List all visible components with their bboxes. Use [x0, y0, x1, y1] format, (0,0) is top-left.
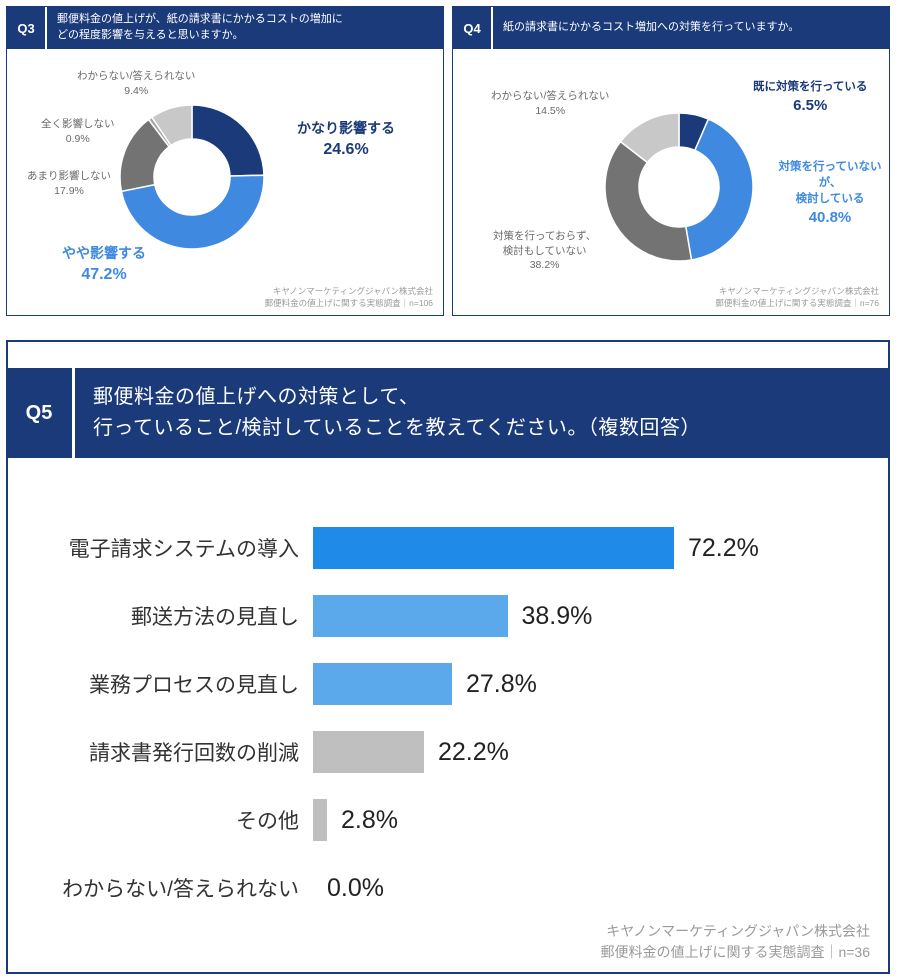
q4-title: 紙の請求書にかかるコスト増加への対策を行っていますか。: [493, 7, 889, 49]
bar-row: 業務プロセスの見直し 27.8%: [8, 650, 848, 718]
bar-percent: 27.8%: [466, 670, 537, 699]
q5-footer-line1: キヤノンマーケティングジャパン株式会社: [606, 923, 870, 939]
bar-label: 郵送方法の見直し: [8, 601, 313, 631]
bar-label: その他: [8, 805, 313, 835]
bar-track: 0.0%: [313, 867, 848, 909]
segment-label: わからない/答えられない14.5%: [491, 89, 609, 118]
bar-row: 請求書発行回数の削減 22.2%: [8, 718, 848, 786]
q3-footer-line2: 郵便料金の値上げに関する実態調査｜n=106: [265, 298, 433, 308]
panel-q5: Q5 郵便料金の値上げへの対策として、行っていること/検討していることを教えてく…: [6, 340, 890, 974]
segment-label: 対策を行っておらず、検討もしていない38.2%: [493, 229, 596, 273]
segment-label: かなり影響する24.6%: [297, 119, 395, 161]
segment-label: 全く影響しない0.9%: [41, 117, 115, 146]
bar-percent: 2.8%: [341, 806, 398, 835]
bar-row: 電子請求システムの導入 72.2%: [8, 514, 848, 582]
bar-track: 38.9%: [313, 595, 848, 637]
bar-label: わからない/答えられない: [8, 873, 313, 903]
q5-footer-line2: 郵便料金の値上げに関する実態調査｜n=36: [600, 944, 870, 960]
q5-bars: 電子請求システムの導入 72.2% 郵送方法の見直し 38.9% 業務プロセスの見直し 2…: [8, 514, 888, 922]
bar-track: 72.2%: [313, 527, 848, 569]
q3-number: Q3: [7, 7, 45, 49]
bar-percent: 22.2%: [438, 738, 509, 767]
q4-number: Q4: [453, 7, 491, 49]
bar-row: その他 2.8%: [8, 786, 848, 854]
segment-label: 対策を行っていないが、検討している40.8%: [771, 159, 889, 228]
q5-footer: キヤノンマーケティングジャパン株式会社 郵便料金の値上げに関する実態調査｜n=3…: [600, 921, 870, 962]
panel-q3: Q3 郵便料金の値上げが、紙の請求書にかかるコストの増加にどの程度影響を与えると…: [6, 6, 444, 316]
bar-track: 2.8%: [313, 799, 848, 841]
bar-percent: 0.0%: [327, 874, 384, 903]
bar-label: 請求書発行回数の削減: [8, 737, 313, 767]
segment-label: あまり影響しない17.9%: [27, 169, 111, 198]
q4-header: Q4 紙の請求書にかかるコスト増加への対策を行っていますか。: [453, 7, 889, 49]
segment-label: 既に対策を行っている6.5%: [753, 79, 867, 116]
q3-footer: キヤノンマーケティングジャパン株式会社 郵便料金の値上げに関する実態調査｜n=1…: [265, 286, 433, 309]
bar-percent: 72.2%: [688, 534, 759, 563]
q3-donut: かなり影響する24.6% やや影響する47.2% あまり影響しない17.9% 全く影響…: [7, 49, 443, 299]
donut-segment: [192, 105, 264, 176]
bar-fill: [313, 527, 674, 569]
q4-footer-line2: 郵便料金の値上げに関する実態調査｜n=76: [715, 298, 879, 308]
q4-footer: キヤノンマーケティングジャパン株式会社 郵便料金の値上げに関する実態調査｜n=7…: [715, 286, 879, 309]
bar-row: わからない/答えられない 0.0%: [8, 854, 848, 922]
q4-donut: 既に対策を行っている6.5% 対策を行っていないが、検討している40.8% 対策を行…: [453, 49, 889, 299]
bar-track: 27.8%: [313, 663, 848, 705]
bar-label: 業務プロセスの見直し: [8, 669, 313, 699]
q5-title: 郵便料金の値上げへの対策として、行っていること/検討していることを教えてください…: [75, 368, 888, 458]
bar-fill: [313, 595, 508, 637]
bar-fill: [313, 731, 424, 773]
q3-header: Q3 郵便料金の値上げが、紙の請求書にかかるコストの増加にどの程度影響を与えると…: [7, 7, 443, 49]
bar-track: 22.2%: [313, 731, 848, 773]
segment-label: やや影響する47.2%: [62, 244, 146, 286]
q5-number: Q5: [6, 368, 72, 458]
q3-footer-line1: キヤノンマーケティングジャパン株式会社: [273, 286, 433, 296]
bar-label: 電子請求システムの導入: [8, 533, 313, 563]
bar-percent: 38.9%: [522, 602, 593, 631]
bar-row: 郵送方法の見直し 38.9%: [8, 582, 848, 650]
q3-title: 郵便料金の値上げが、紙の請求書にかかるコストの増加にどの程度影響を与えると思いま…: [47, 7, 443, 49]
q4-footer-line1: キヤノンマーケティングジャパン株式会社: [719, 286, 879, 296]
bar-fill: [313, 799, 327, 841]
q5-header: Q5 郵便料金の値上げへの対策として、行っていること/検討していることを教えてく…: [6, 368, 888, 458]
panel-q4: Q4 紙の請求書にかかるコスト増加への対策を行っていますか。 既に対策を行ってい…: [452, 6, 890, 316]
segment-label: わからない/答えられない9.4%: [77, 69, 195, 98]
bar-fill: [313, 663, 452, 705]
